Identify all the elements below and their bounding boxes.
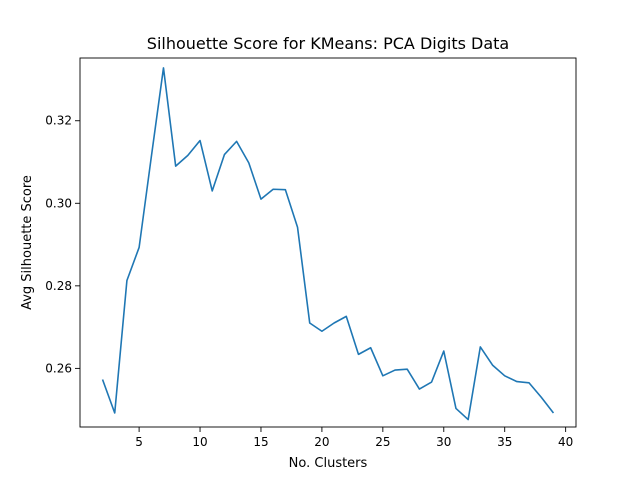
y-tick-label: 0.28 — [45, 279, 72, 293]
x-tick-label: 40 — [558, 435, 573, 449]
x-tick-label: 15 — [253, 435, 268, 449]
x-axis-label: No. Clusters — [289, 456, 368, 471]
x-axis: 5 10 15 20 25 30 35 40 — [135, 427, 573, 449]
y-tick-label: 0.32 — [45, 114, 72, 128]
plot-area — [79, 57, 577, 428]
x-tick-label: 20 — [314, 435, 329, 449]
x-tick-label: 5 — [135, 435, 143, 449]
y-tick-label: 0.30 — [45, 196, 72, 210]
x-tick-label: 35 — [497, 435, 512, 449]
y-axis-label: Avg Silhouette Score — [20, 175, 35, 310]
x-tick-label: 25 — [375, 435, 390, 449]
x-tick-label: 30 — [436, 435, 451, 449]
y-axis: 0.26 0.28 0.30 0.32 — [45, 114, 80, 375]
y-tick-label: 0.26 — [45, 361, 72, 375]
chart-title: Silhouette Score for KMeans: PCA Digits … — [147, 34, 509, 53]
series-line — [101, 67, 555, 421]
x-tick-label: 10 — [192, 435, 207, 449]
